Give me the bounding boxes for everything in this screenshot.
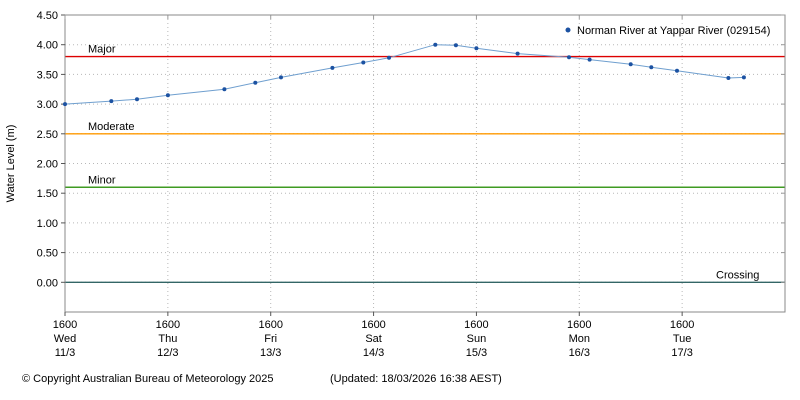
legend: Norman River at Yappar River (029154) [565,25,770,37]
data-point-marker [741,75,746,80]
legend-label: Norman River at Yappar River (029154) [577,25,770,37]
x-tick-date: 11/3 [55,347,76,359]
x-tick-day: Sun [467,333,487,345]
x-tick-time: 1600 [361,319,385,331]
x-tick-date: 13/3 [260,347,281,359]
data-point-marker [567,55,571,60]
y-tick-label: 2.00 [37,159,58,171]
y-tick-label: 0.50 [37,248,58,260]
y-tick-label: 4.50 [37,10,58,22]
data-point-marker [109,99,114,104]
x-tick-date: 17/3 [671,347,692,359]
x-tick-day: Fri [264,333,277,345]
data-point-marker [515,51,520,56]
copyright-text: © Copyright Australian Bureau of Meteoro… [22,373,274,385]
x-tick-date: 14/3 [363,347,384,359]
ref-line-label-crossing: Crossing [716,269,759,281]
data-point-marker [726,76,731,80]
data-point-marker [253,80,258,85]
data-point-marker [135,97,139,102]
data-point-marker [279,75,283,80]
data-point-marker [165,93,170,98]
data-point-marker [63,102,67,107]
data-point-marker [628,62,633,67]
chart-canvas: Major Moderate Minor Crossing 0.00 0.50 1.00 1.… [5,10,786,359]
y-tick-label: 2.50 [37,129,58,141]
data-point-marker [474,46,479,51]
x-tick-time: 1600 [464,319,488,331]
y-axis-title: Water Level (m) [5,125,17,203]
data-point-marker [675,68,679,73]
ref-line-label-moderate: Moderate [88,121,134,133]
data-point-marker [433,42,438,47]
updated-timestamp: (Updated: 18/03/2026 16:38 AEST) [330,373,502,385]
y-tick-label: 0.00 [37,277,58,289]
data-point-marker [387,55,391,60]
grid-lines [65,14,785,312]
x-tick-time: 1600 [53,319,77,331]
data-point-marker [222,87,227,92]
legend-marker-icon [565,27,571,33]
x-tick-day: Sat [365,333,382,345]
axes: 0.00 0.50 1.00 1.50 2.00 2.50 3.00 3.50 4.00 4.50… [37,10,785,359]
data-point-marker [453,43,458,48]
x-tick-time: 1600 [670,319,694,331]
y-tick-label: 3.00 [37,99,58,111]
data-point-marker [361,60,366,65]
x-tick-date: 16/3 [569,347,590,359]
series-water-level [63,42,746,107]
y-tick-label: 1.00 [37,218,58,230]
ref-line-label-minor: Minor [88,174,116,186]
x-tick-time: 1600 [156,319,180,331]
x-tick-day: Thu [158,333,177,345]
y-tick-label: 3.50 [37,69,58,81]
x-tick-day: Tue [673,333,692,345]
data-point-marker [587,57,592,62]
x-tick-date: 12/3 [157,347,178,359]
x-tick-date: 15/3 [466,347,487,359]
data-point-marker [330,65,335,70]
y-tick-label: 4.00 [37,40,58,52]
y-tick-label: 1.50 [37,188,58,200]
x-tick-day: Mon [569,333,590,345]
ref-line-label-major: Major [88,44,116,56]
reference-lines: Major Moderate Minor Crossing [65,44,785,283]
x-tick-time: 1600 [258,319,282,331]
data-point-marker [649,65,654,70]
x-tick-day: Wed [54,333,76,345]
x-tick-time: 1600 [567,319,591,331]
